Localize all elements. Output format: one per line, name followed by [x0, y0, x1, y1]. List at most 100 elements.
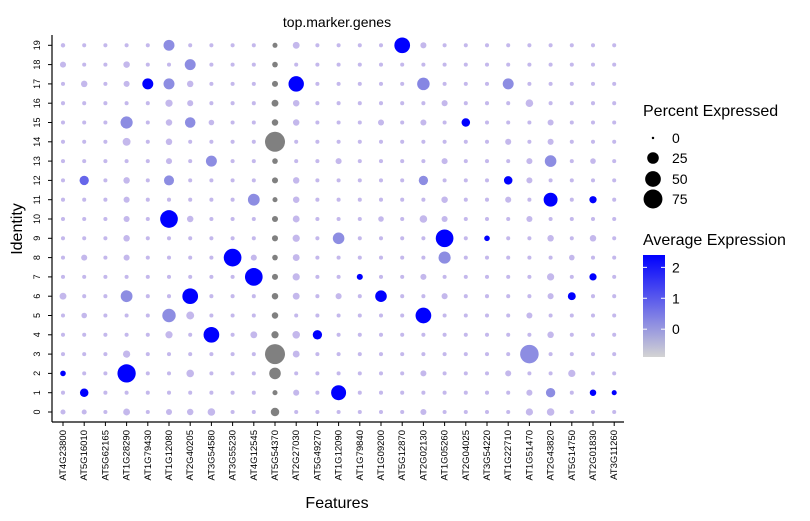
y-tick-label-14: 14 — [32, 137, 42, 147]
dot-bg-AT5G16010-19 — [82, 43, 87, 48]
dot-bg-AT1G12090-7 — [336, 274, 341, 279]
dot-AT1G05260-8 — [438, 251, 451, 264]
dot-bg-AT1G05260-17 — [442, 81, 447, 86]
dot-bg-AT1G05260-1 — [442, 390, 447, 395]
dot-bg-AT1G05260-18 — [442, 62, 447, 67]
dot-bg-AT5G14750-17 — [569, 81, 574, 86]
dot-bg-AT5G62165-7 — [103, 274, 108, 279]
dot-bg-AT2G40205-3 — [188, 352, 193, 357]
dot-bg-AT1G51470-6 — [527, 294, 532, 299]
dot-bg-AT1G12080-15 — [165, 119, 173, 126]
x-tick-label-AT3G11260: AT3G11260 — [609, 430, 620, 480]
dot-bg-AT1G51470-1 — [526, 389, 533, 396]
dot-bg-AT2G04025-14 — [463, 139, 468, 144]
y-tick-label-3: 3 — [32, 352, 42, 357]
dot-bg-AT1G05260-6 — [441, 293, 448, 300]
size-legend-label-75: 75 — [672, 191, 688, 207]
y-tick-label-2: 2 — [32, 371, 42, 376]
dot-bg-AT1G79430-1 — [145, 390, 150, 395]
dot-AT2G43820-11 — [543, 192, 558, 207]
dot-bg-AT4G12545-0 — [251, 409, 256, 415]
dot-AT5G54370-0 — [270, 407, 280, 417]
dot-bg-AT1G12080-11 — [166, 197, 172, 202]
dot-bg-AT1G09200-16 — [378, 101, 384, 106]
dot-bg-AT1G51470-19 — [527, 43, 532, 48]
dot-bg-AT1G79840-16 — [357, 101, 362, 106]
dot-AT2G02130-5 — [415, 307, 432, 324]
dot-bg-AT5G14750-14 — [569, 139, 574, 144]
dot-bg-AT1G51470-18 — [527, 62, 532, 67]
dot-bg-AT5G12870-1 — [400, 390, 405, 395]
dot-bg-AT3G11260-7 — [612, 274, 617, 279]
dot-bg-AT5G14750-15 — [569, 120, 574, 125]
dot-AT5G16010-12 — [79, 175, 89, 186]
dot-bg-AT1G09200-0 — [378, 409, 384, 415]
dot-bg-AT2G04025-18 — [463, 62, 468, 67]
dot-AT2G43820-13 — [544, 155, 557, 167]
dot-bg-AT5G16010-0 — [81, 409, 87, 415]
dot-bg-AT1G12090-10 — [336, 216, 341, 222]
dot-bg-AT1G22710-10 — [506, 216, 511, 222]
dot-bg-AT2G27030-12 — [292, 177, 300, 184]
dot-bg-AT1G79430-18 — [145, 62, 150, 67]
dot-bg-AT2G02130-8 — [421, 255, 426, 260]
dot-bg-AT5G16010-6 — [82, 294, 87, 299]
dot-bg-AT3G54220-12 — [484, 178, 490, 183]
dot-bg-AT1G12090-2 — [336, 371, 341, 376]
dot-bg-AT4G12545-18 — [251, 62, 256, 67]
dot-bg-AT3G54580-19 — [209, 43, 214, 48]
dot-bg-AT2G02130-18 — [421, 62, 426, 67]
dot-AT5G54370-4 — [271, 331, 279, 339]
dot-bg-AT2G43820-10 — [548, 216, 553, 222]
dot-bg-AT1G22710-16 — [506, 101, 511, 106]
dot-bg-AT1G51470-9 — [527, 236, 532, 241]
dot-AT2G43820-1 — [545, 388, 556, 398]
dot-AT1G28290-6 — [120, 290, 133, 303]
dot-bg-AT4G12545-6 — [251, 294, 256, 299]
dot-bg-AT2G01830-6 — [590, 294, 596, 299]
dot-bg-AT1G79430-0 — [145, 409, 150, 415]
dot-bg-AT1G12090-16 — [336, 101, 341, 106]
dot-bg-AT4G23800-11 — [60, 197, 66, 202]
dot-bg-AT4G12545-14 — [251, 139, 256, 144]
dot-bg-AT4G23800-17 — [60, 81, 66, 86]
dot-bg-AT2G27030-11 — [292, 196, 300, 203]
dot-AT1G79430-17 — [142, 78, 154, 90]
dot-bg-AT5G49270-18 — [315, 62, 320, 67]
dot-bg-AT5G62165-18 — [103, 62, 108, 67]
dot-bg-AT1G79840-14 — [357, 139, 362, 144]
dot-bg-AT2G04025-7 — [463, 274, 468, 279]
dot-bg-AT5G14750-8 — [569, 254, 575, 261]
dot-bg-AT1G79840-1 — [357, 390, 362, 395]
dot-bg-AT1G51470-13 — [526, 158, 533, 165]
x-tick-label-AT1G28290: AT1G28290 — [122, 430, 133, 481]
dot-bg-AT2G27030-3 — [292, 350, 300, 358]
dot-bg-AT2G01830-10 — [590, 216, 596, 222]
dot-bg-AT3G54580-15 — [208, 119, 215, 126]
dot-AT1G22710-12 — [503, 176, 513, 185]
x-tick-label-AT1G12090: AT1G12090 — [334, 430, 345, 481]
dot-bg-AT3G55230-11 — [230, 197, 235, 202]
dot-AT5G54370-2 — [269, 367, 281, 380]
dot-bg-AT4G12545-2 — [251, 371, 256, 376]
dot-bg-AT3G54580-0 — [207, 408, 216, 416]
chart-title: top.marker.genes — [283, 14, 391, 30]
dot-bg-AT1G09200-12 — [378, 178, 384, 183]
x-tick-label-AT2G04025: AT2G04025 — [461, 430, 472, 481]
dot-bg-AT2G43820-3 — [548, 352, 553, 357]
dot-bg-AT4G23800-15 — [60, 120, 66, 125]
dot-bg-AT3G54220-8 — [484, 255, 490, 260]
dot-bg-AT3G54220-11 — [484, 197, 490, 202]
dot-bg-AT2G01830-5 — [590, 313, 596, 318]
dot-bg-AT1G79840-3 — [357, 352, 362, 357]
dot-bg-AT2G04025-8 — [463, 255, 468, 260]
dot-bg-AT2G04025-16 — [463, 101, 468, 106]
dot-bg-AT1G28290-4 — [124, 332, 129, 337]
dot-bg-AT1G05260-16 — [441, 100, 448, 107]
dot-AT1G12080-12 — [163, 175, 175, 186]
dot-bg-AT5G12870-8 — [400, 255, 405, 260]
dot-bg-AT2G40205-1 — [188, 390, 193, 395]
x-tick-label-AT5G16010: AT5G16010 — [79, 430, 90, 481]
dot-bg-AT2G27030-13 — [294, 159, 299, 164]
